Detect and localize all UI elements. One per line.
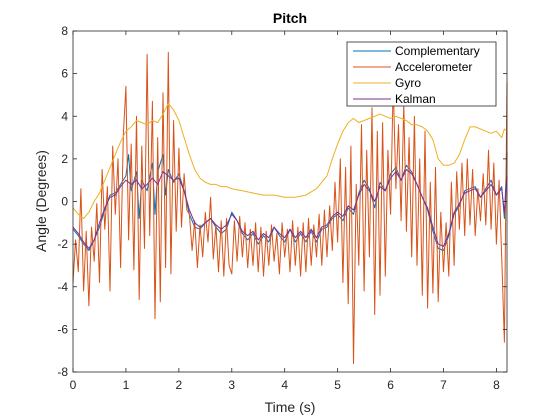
legend-label-gyro: Gyro — [395, 76, 421, 90]
x-tick-label: 8 — [493, 378, 500, 392]
legend: Complementary Accelerometer Gyro Kalman — [347, 42, 496, 106]
x-tick-label: 4 — [281, 378, 288, 392]
x-tick-label: 0 — [70, 378, 77, 392]
x-tick-label: 2 — [176, 378, 183, 392]
y-tick-label: -6 — [57, 322, 68, 336]
legend-label-accelerometer: Accelerometer — [395, 60, 472, 74]
y-tick-label: 6 — [61, 67, 68, 81]
x-tick-label: 6 — [387, 378, 394, 392]
y-tick-label: -4 — [57, 280, 68, 294]
x-tick-label: 1 — [123, 378, 130, 392]
x-tick-label: 5 — [334, 378, 341, 392]
chart-title: Pitch — [273, 10, 307, 26]
legend-label-kalman: Kalman — [395, 92, 436, 106]
y-tick-label: 2 — [61, 152, 68, 166]
y-tick-label: 4 — [61, 109, 68, 123]
legend-label-complementary: Complementary — [395, 44, 480, 58]
y-tick-label: -2 — [57, 237, 68, 251]
x-tick-label: 7 — [440, 378, 447, 392]
x-axis-label: Time (s) — [265, 399, 316, 415]
x-tick-label: 3 — [228, 378, 235, 392]
y-tick-label: 0 — [61, 195, 68, 209]
y-axis-label: Angle (Degrees) — [33, 150, 49, 252]
y-tick-label: -8 — [57, 365, 68, 379]
y-tick-label: 8 — [61, 24, 68, 38]
